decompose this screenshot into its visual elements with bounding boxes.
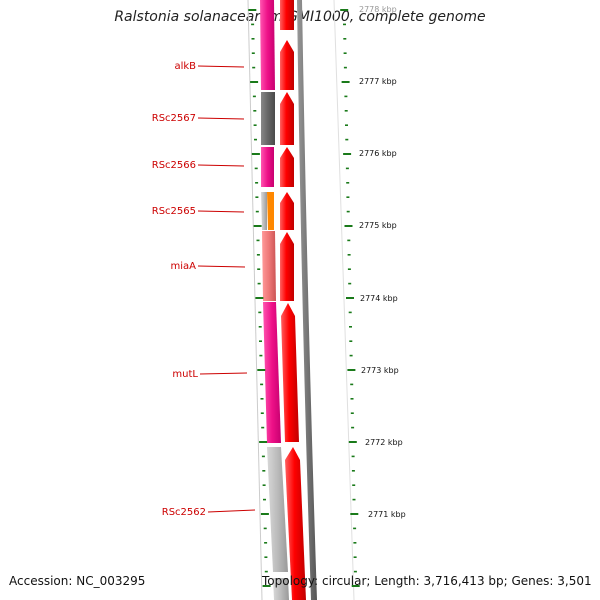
kbp-label: 2777 kbp bbox=[359, 77, 397, 86]
gene-label-text: RSc2567 bbox=[152, 113, 196, 124]
gene-labels: alkB RSc2567 RSc2566 RSc2565 miaA mutL R… bbox=[152, 61, 256, 518]
gene-segment-miaA[interactable] bbox=[262, 231, 276, 301]
feature-segments bbox=[260, 0, 289, 600]
gene-label-RSc2565[interactable]: RSc2565 bbox=[152, 206, 245, 217]
gene-segment-RSc2562[interactable] bbox=[267, 447, 288, 572]
kbp-label: 2774 kbp bbox=[360, 294, 398, 303]
kbp-label: 2775 kbp bbox=[359, 221, 397, 230]
gene-segment-RSc2567[interactable] bbox=[261, 92, 275, 145]
gene-label-text: miaA bbox=[171, 261, 197, 272]
cds-arrow bbox=[280, 192, 294, 230]
gene-label-text: alkB bbox=[174, 61, 196, 72]
gene-segment-RSc2565[interactable] bbox=[261, 192, 267, 230]
topology-text: Topology: circular; Length: 3,716,413 bp… bbox=[262, 574, 592, 588]
kbp-label: 2778 kbp bbox=[359, 5, 397, 14]
cds-arrow bbox=[281, 303, 299, 442]
gene-leader-line bbox=[207, 509, 256, 513]
tick-marks-inner bbox=[340, 9, 360, 587]
gene-label-text: RSc2562 bbox=[162, 507, 206, 518]
gene-leader-line bbox=[197, 65, 245, 68]
gene-label-miaA[interactable]: miaA bbox=[171, 261, 246, 272]
backbone-track bbox=[297, 0, 317, 600]
backbone-inner-line bbox=[333, 0, 355, 600]
gene-label-alkB[interactable]: alkB bbox=[174, 61, 245, 72]
cds-arrow bbox=[280, 92, 294, 145]
gene-label-mutL[interactable]: mutL bbox=[172, 369, 248, 380]
accession-text: Accession: NC_003295 bbox=[9, 574, 146, 588]
gene-segment-RSc2566[interactable] bbox=[261, 147, 274, 187]
cds-arrows bbox=[280, 0, 306, 600]
gene-leader-line bbox=[197, 164, 245, 167]
gene-leader-line bbox=[199, 372, 248, 375]
gene-segment-bottom bbox=[273, 578, 289, 600]
kbp-label: 2773 kbp bbox=[361, 366, 399, 375]
backbone-outer-line bbox=[247, 0, 263, 600]
gene-label-text: RSc2566 bbox=[152, 160, 196, 171]
gene-leader-line bbox=[197, 117, 245, 120]
kbp-labels: 2778 kbp 2777 kbp 2776 kbp 2775 kbp 2774… bbox=[359, 5, 406, 519]
gene-segment-alkB[interactable] bbox=[260, 0, 275, 90]
cds-arrow bbox=[280, 0, 294, 30]
tick-marks-outer bbox=[248, 9, 271, 587]
gene-label-text: mutL bbox=[172, 369, 198, 380]
gene-leader-line bbox=[197, 210, 245, 213]
gene-label-RSc2562[interactable]: RSc2562 bbox=[162, 507, 256, 518]
gene-segment-RSc2565-orange bbox=[267, 192, 274, 230]
cds-arrow bbox=[285, 447, 306, 600]
gene-leader-line bbox=[197, 265, 246, 268]
cds-arrow bbox=[280, 40, 294, 90]
kbp-label: 2772 kbp bbox=[365, 438, 403, 447]
kbp-label: 2771 kbp bbox=[368, 510, 406, 519]
gene-label-RSc2566[interactable]: RSc2566 bbox=[152, 160, 245, 171]
kbp-label: 2776 kbp bbox=[359, 149, 397, 158]
cds-arrow bbox=[280, 232, 294, 301]
gene-label-text: RSc2565 bbox=[152, 206, 196, 217]
gene-label-RSc2567[interactable]: RSc2567 bbox=[152, 113, 245, 124]
gene-segment-mutL[interactable] bbox=[263, 302, 281, 443]
cds-arrow bbox=[280, 147, 294, 187]
